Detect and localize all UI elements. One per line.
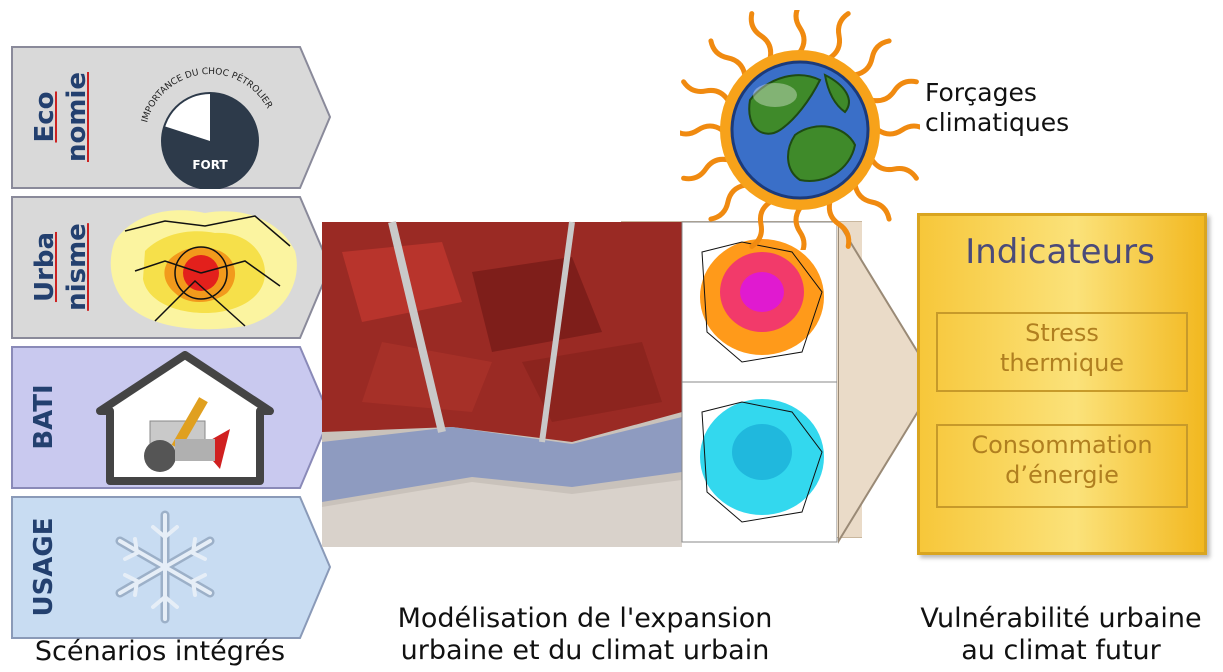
snowflake-icon: [115, 510, 215, 624]
scenario-economie-label: Eco: [30, 91, 60, 143]
caption-modelisation-line2: urbaine et du climat urbain: [400, 635, 770, 666]
gauge-center-text: FORT: [192, 158, 228, 172]
scenario-bati: BATI: [10, 345, 332, 490]
scenario-urbanisme-label: Urba: [30, 231, 60, 303]
indicator-stress-line2: thermique: [999, 349, 1125, 377]
oil-shock-gauge: IMPORTANCE DU CHOC PÉTROLIER FORT: [140, 67, 274, 189]
caption-vulnerabilite: Vulnérabilité urbaine au climat futur: [905, 603, 1217, 667]
forcages-label-line1: Forçages: [925, 78, 1037, 107]
caption-scenarios: Scénarios intégrés: [34, 636, 286, 667]
gauge-fill: [162, 92, 259, 189]
modelisation-panel: [322, 221, 862, 547]
scenario-urbanisme-label-2: nisme: [62, 223, 92, 311]
scenario-economie-label-2: nomie: [62, 72, 92, 163]
caption-modelisation: Modélisation de l'expansion urbaine et d…: [335, 603, 835, 667]
urban-density-map-icon: [110, 210, 297, 330]
house-tools-icon: [96, 351, 274, 485]
indicator-conso-line2: d’énergie: [1005, 461, 1119, 489]
indicateurs-title: Indicateurs: [965, 232, 1155, 272]
forcages-label-line2: climatiques: [925, 108, 1070, 137]
forcages-label: Forçages climatiques: [925, 78, 1069, 138]
caption-vulnerabilite-line1: Vulnérabilité urbaine: [920, 603, 1202, 634]
city-3d-image: [322, 221, 682, 547]
scenario-urbanisme: Urba nisme: [10, 195, 332, 340]
connector-arrowhead: [838, 220, 938, 544]
indicator-stress-line1: Stress: [1025, 319, 1099, 347]
indicator-consommation-energie: Consommation d’énergie: [936, 424, 1188, 508]
caption-modelisation-line1: Modélisation de l'expansion: [397, 603, 773, 634]
scenario-bati-label: BATI: [29, 384, 59, 450]
indicator-stress-thermique: Stress thermique: [936, 312, 1188, 392]
climate-heat-maps: [681, 221, 838, 543]
indicator-conso-line1: Consommation: [971, 431, 1153, 459]
sun-globe-icon: [680, 10, 920, 250]
caption-vulnerabilite-line2: au climat futur: [961, 635, 1161, 666]
indicateurs-panel: [917, 213, 1207, 555]
scenario-usage: USAGE: [10, 495, 332, 640]
scenario-economie: Eco nomie IMPORTANCE DU CHOC PÉTROLIER F…: [10, 45, 332, 190]
scenario-usage-label: USAGE: [29, 517, 59, 617]
